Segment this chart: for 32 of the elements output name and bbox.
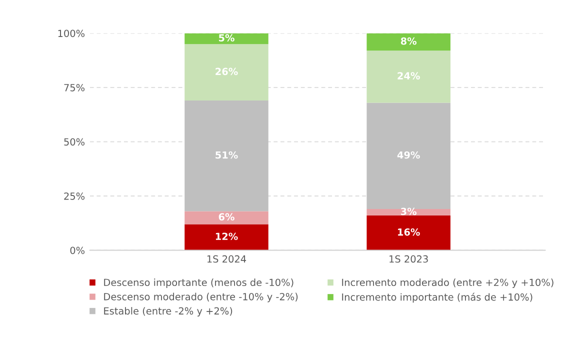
bar: [366, 102, 450, 210]
bar: [366, 209, 450, 216]
data-label: 8%: [400, 37, 417, 45]
y-tick-label: 100%: [58, 30, 85, 38]
data-label: 26%: [216, 68, 238, 76]
bar: [366, 50, 450, 103]
data-label: 6%: [218, 213, 234, 221]
data-label: 51%: [216, 151, 238, 159]
legend-label: Descenso moderado (entre -10% y -2%): [104, 292, 298, 302]
bar: [184, 44, 268, 101]
y-tick-label: 50%: [64, 138, 85, 146]
bar: [184, 224, 268, 250]
x-tick-label: 1S 2023: [390, 255, 428, 263]
bar: [184, 100, 268, 212]
data-label: 49%: [397, 151, 420, 159]
data-label: 5%: [218, 34, 234, 42]
legend-label: Estable (entre -2% y +2%): [104, 307, 232, 316]
y-tick-label: 25%: [64, 192, 85, 200]
y-tick-label: 75%: [64, 84, 85, 92]
data-label: 12%: [216, 232, 238, 240]
data-label: 24%: [398, 72, 420, 80]
bar: [366, 216, 450, 250]
legend-label: Incremento moderado (entre +2% y +10%): [342, 278, 554, 288]
data-label: 16%: [398, 228, 420, 236]
y-tick-label: 0%: [70, 246, 85, 254]
bar: [366, 33, 450, 51]
bar: [184, 211, 268, 224]
legend-label: Descenso importante (menos de -10%): [104, 278, 294, 288]
bar: [184, 33, 268, 44]
data-label: 3%: [400, 208, 417, 216]
x-tick-label: 1S 2024: [207, 255, 246, 263]
legend-label: Incremento importante (más de +10%): [342, 292, 532, 303]
